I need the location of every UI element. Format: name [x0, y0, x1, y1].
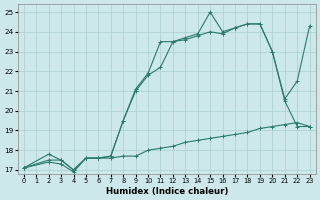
X-axis label: Humidex (Indice chaleur): Humidex (Indice chaleur)	[106, 187, 228, 196]
